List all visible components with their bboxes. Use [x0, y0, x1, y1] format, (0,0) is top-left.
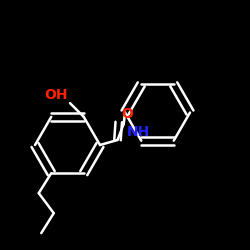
- Text: OH: OH: [44, 88, 68, 102]
- Text: NH: NH: [126, 125, 150, 139]
- Text: O: O: [121, 107, 133, 121]
